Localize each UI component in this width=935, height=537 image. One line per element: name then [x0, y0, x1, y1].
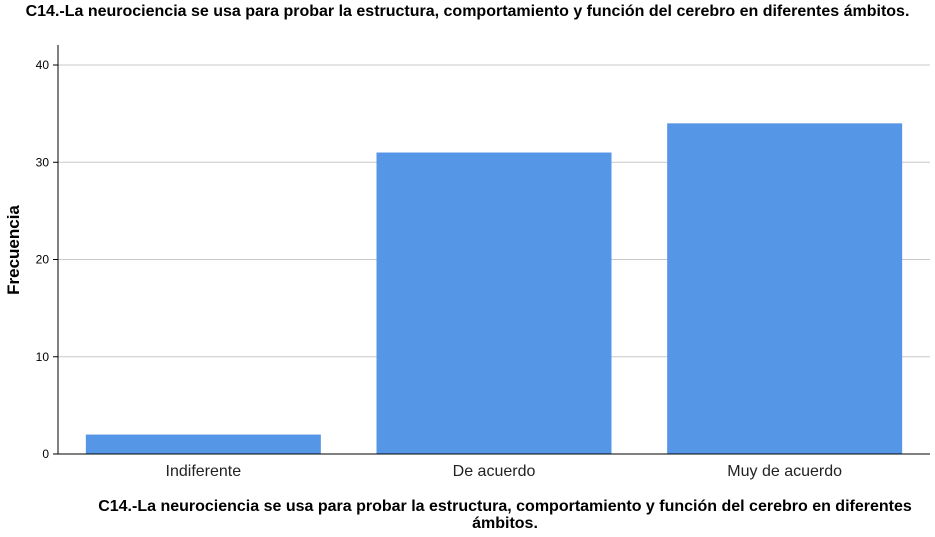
chart-title: C14.-La neurociencia se usa para probar …	[25, 3, 910, 20]
axes	[53, 45, 930, 455]
bars	[85, 123, 903, 454]
y-tick-label: 0	[42, 447, 49, 461]
y-tick-label: 30	[36, 155, 50, 169]
x-tick-label: De acuerdo	[453, 463, 536, 480]
y-axis-label: Frecuencia	[4, 205, 23, 295]
bar	[85, 434, 321, 454]
x-tick-label: Muy de acuerdo	[727, 463, 842, 480]
x-tick-label: Indiferente	[166, 463, 242, 480]
x-axis-label: C14.-La neurociencia se usa para probar …	[98, 498, 912, 532]
y-tick-label: 20	[36, 253, 50, 267]
y-tick-label: 40	[36, 58, 50, 72]
y-tick-label: 10	[36, 350, 50, 364]
bar	[667, 123, 903, 454]
labels: 0 10 20 30 40 Indiferente De acuerdo Muy de acu…	[36, 58, 842, 480]
bar	[376, 152, 612, 454]
